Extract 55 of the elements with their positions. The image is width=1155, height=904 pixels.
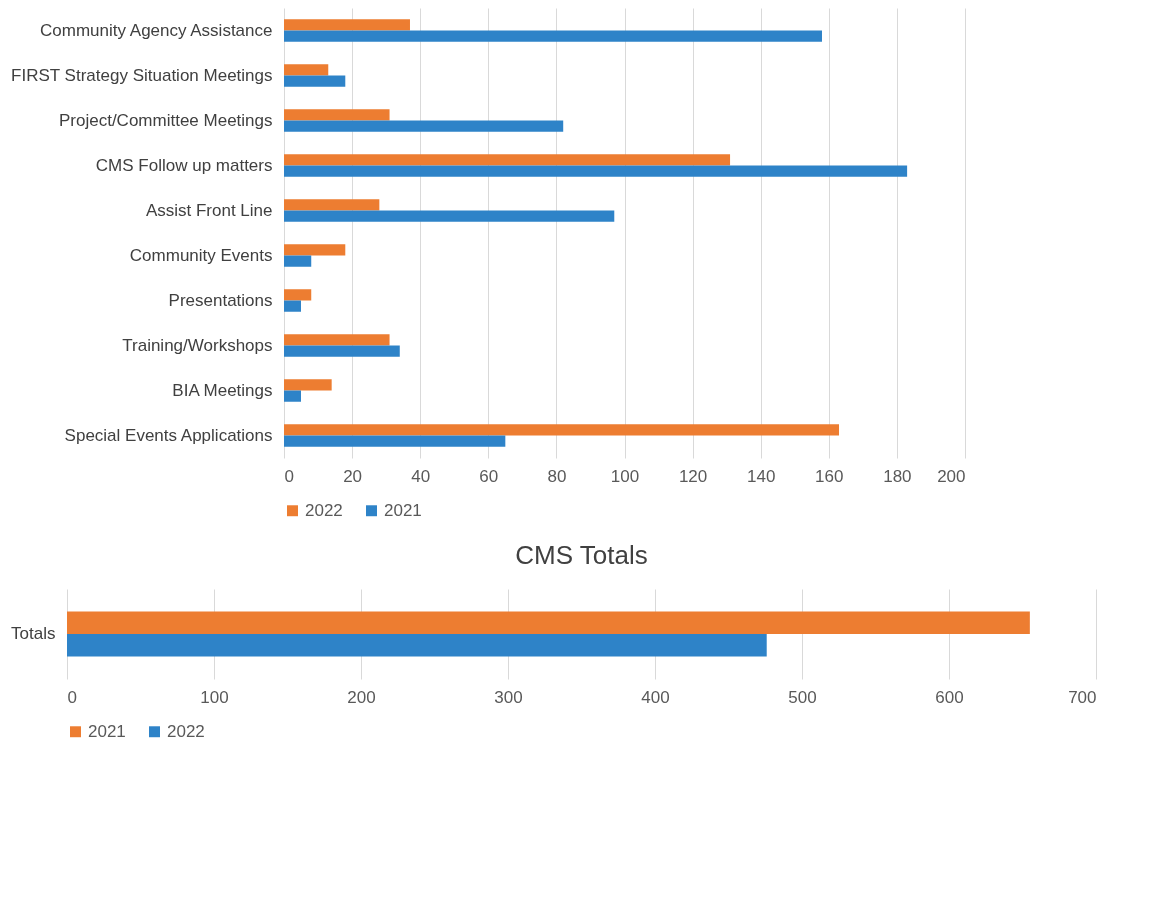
- bar: [284, 390, 302, 402]
- bar: [284, 109, 390, 121]
- x-tick-label: 20: [343, 466, 363, 486]
- y-tick-label: Special Events Applications: [64, 425, 273, 445]
- y-tick-label: Community Events: [129, 245, 273, 265]
- bar: [284, 210, 615, 222]
- x-tick-label: 300: [494, 687, 523, 707]
- x-tick-label: 700: [1068, 687, 1097, 707]
- x-tick-label: 40: [411, 466, 431, 486]
- bar: [284, 75, 346, 87]
- legend-label: 2021: [88, 721, 126, 741]
- bar: [284, 64, 329, 76]
- bar: [284, 154, 731, 166]
- y-tick-label: Assist Front Line: [145, 200, 273, 220]
- x-tick-label: 400: [641, 687, 670, 707]
- x-tick-label: 200: [347, 687, 376, 707]
- x-tick-label: 120: [678, 466, 708, 486]
- y-tick-label: Training/Workshops: [122, 335, 273, 355]
- x-tick-label: 0: [284, 466, 294, 486]
- y-tick-label: Totals: [11, 624, 56, 643]
- x-tick-label: 80: [547, 466, 567, 486]
- bar: [284, 379, 332, 391]
- bar: [284, 345, 400, 357]
- y-tick-label: FIRST Strategy Situation Meetings: [11, 65, 273, 85]
- bar: [284, 255, 312, 267]
- x-tick-label: 180: [883, 466, 912, 486]
- bar: [284, 19, 410, 31]
- chart-title: CMS Totals: [515, 540, 648, 570]
- bar: [284, 435, 506, 447]
- x-tick-label: 60: [479, 466, 499, 486]
- bar: [284, 300, 302, 312]
- x-tick-label: 200: [937, 466, 966, 486]
- x-tick-label: 100: [610, 466, 640, 486]
- legend-label: 2022: [305, 500, 343, 520]
- y-tick-label: Project/Committee Meetings: [58, 110, 273, 130]
- legend-label: 2022: [167, 721, 205, 741]
- x-tick-label: 500: [788, 687, 817, 707]
- y-tick-label: CMS Follow up matters: [95, 155, 273, 175]
- y-tick-label: Community Agency Assistance: [40, 20, 273, 40]
- bar: [284, 334, 390, 346]
- bar: [284, 30, 822, 42]
- bar: [284, 199, 380, 211]
- x-tick-label: 160: [815, 466, 844, 486]
- bar: [284, 244, 346, 256]
- x-tick-label: 100: [200, 687, 229, 707]
- y-tick-label: Presentations: [168, 290, 273, 310]
- bar: [284, 165, 908, 177]
- bar: [284, 120, 564, 132]
- legend-label: 2021: [384, 500, 422, 520]
- y-tick-label: BIA Meetings: [172, 380, 273, 400]
- x-tick-label: 600: [935, 687, 964, 707]
- x-tick-label: 0: [67, 687, 77, 707]
- x-tick-label: 140: [747, 466, 776, 486]
- bar: [284, 424, 840, 436]
- bar: [284, 289, 312, 301]
